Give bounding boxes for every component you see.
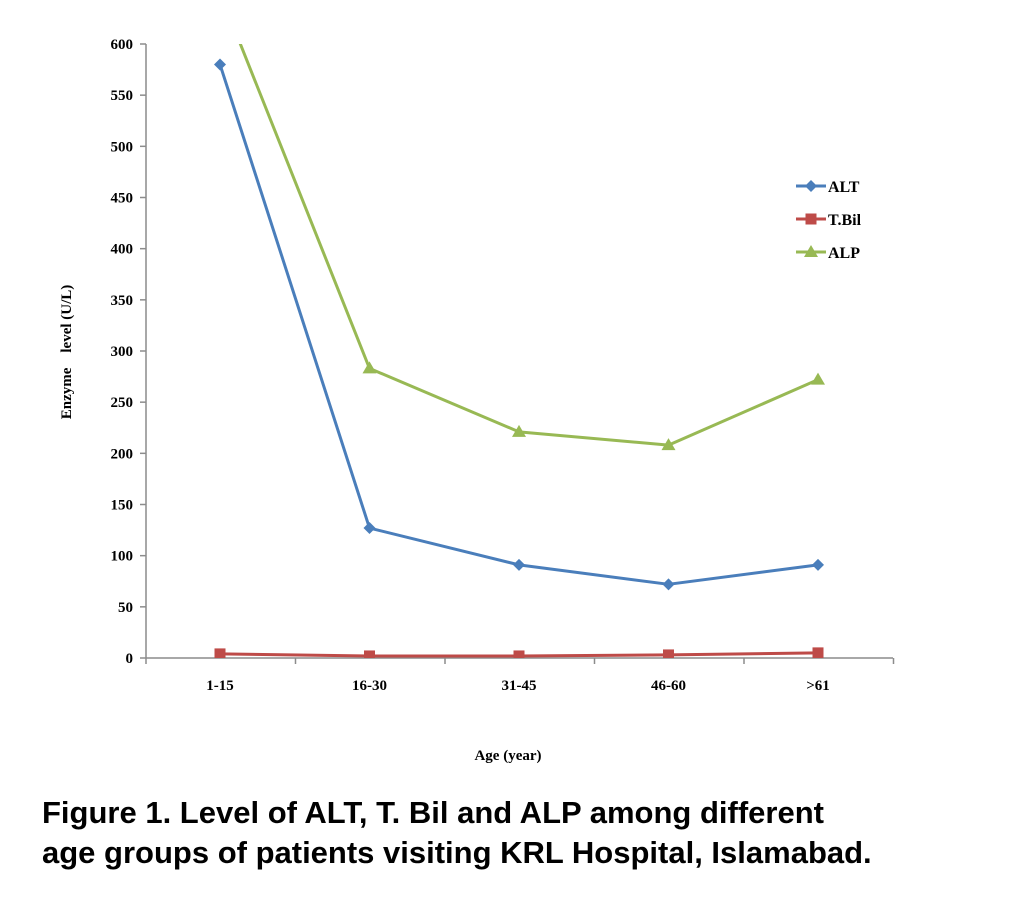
y-tick-label: 550 [111,88,134,104]
data-point-alp [512,424,526,437]
line-chart: 0 50 100 150 200 250 300 350 400 450 500 550 600 1-15… [59,37,895,764]
y-tick-label: 50 [118,600,133,616]
legend-label: ALP [828,245,860,262]
y-tick-label: 200 [111,446,134,462]
y-tick-label: 350 [111,293,134,309]
data-point-alt [812,558,824,571]
legend-marker [805,180,817,192]
data-point-alt [214,58,226,71]
series-layer [214,44,825,658]
x-tick-label: 1-15 [206,678,234,694]
data-point-t-bil [663,649,674,658]
y-tick-label: 600 [111,37,134,53]
y-tick-label: 400 [111,242,134,258]
data-point-t-bil [812,647,824,658]
y-tick-label: 450 [111,191,134,207]
data-point-alt [363,522,376,535]
data-point-alt [513,558,525,571]
x-axis-title: Age (year) [474,748,541,764]
series-line-alp [238,44,819,447]
legend-label: ALT [828,179,860,196]
legend-item-t-bil: T.Bil [796,212,862,229]
legend-label: T.Bil [828,212,862,229]
data-point-t-bil [214,648,226,658]
series-line-alt [218,64,819,586]
x-tick-label: 46-60 [651,678,686,694]
x-tick-label: >61 [806,678,830,694]
y-tick-label: 500 [111,139,134,155]
legend: ALT T.Bil ALP [796,179,862,262]
data-point-alp [661,438,676,451]
y-tick-label: 300 [111,344,134,360]
data-point-t-bil [513,650,525,658]
legend-marker [804,245,818,257]
data-point-t-bil [364,650,375,658]
axes: 0 50 100 150 200 250 300 350 400 450 500 550 600 1-15… [111,37,895,694]
legend-marker [805,213,817,225]
series-alp [238,44,825,451]
caption-line-2: age groups of patients visiting KRL Hosp… [42,835,872,870]
y-tick-label: 250 [111,395,134,411]
data-point-alp [811,372,825,385]
y-tick-label: 0 [126,651,134,667]
legend-item-alt: ALT [796,179,860,196]
figure-caption: Figure 1. Level of ALT, T. Bil and ALP a… [42,793,982,873]
y-tick-label: 100 [111,549,134,565]
y-tick-label: 150 [111,498,134,514]
legend-item-alp: ALP [796,245,860,262]
series-t-bil [214,647,824,658]
x-tick-label: 16-30 [352,678,387,694]
series-alt [214,58,824,591]
caption-line-1: Figure 1. Level of ALT, T. Bil and ALP a… [42,795,824,830]
y-axis-title: Enzyme level (U/L) [59,285,75,420]
data-point-alp [362,361,377,374]
data-point-alt [662,578,675,591]
x-tick-label: 31-45 [502,678,537,694]
